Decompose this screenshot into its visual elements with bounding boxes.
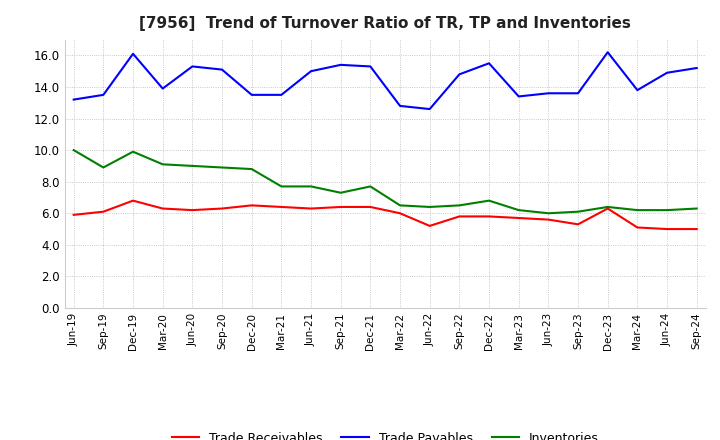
- Inventories: [307, 184, 315, 189]
- Trade Receivables: [307, 206, 315, 211]
- Inventories: [662, 208, 671, 213]
- Trade Payables: [603, 50, 612, 55]
- Trade Receivables: [603, 206, 612, 211]
- Inventories: [69, 147, 78, 153]
- Line: Inventories: Inventories: [73, 150, 697, 213]
- Inventories: [129, 149, 138, 154]
- Trade Payables: [69, 97, 78, 102]
- Trade Payables: [396, 103, 405, 109]
- Inventories: [544, 211, 553, 216]
- Trade Payables: [336, 62, 345, 67]
- Inventories: [158, 161, 167, 167]
- Trade Receivables: [455, 214, 464, 219]
- Inventories: [693, 206, 701, 211]
- Trade Payables: [426, 106, 434, 112]
- Trade Receivables: [574, 222, 582, 227]
- Line: Trade Payables: Trade Payables: [73, 52, 697, 109]
- Trade Receivables: [336, 204, 345, 209]
- Trade Receivables: [633, 225, 642, 230]
- Trade Payables: [544, 91, 553, 96]
- Trade Receivables: [662, 227, 671, 232]
- Inventories: [426, 204, 434, 209]
- Inventories: [396, 203, 405, 208]
- Trade Payables: [277, 92, 286, 98]
- Trade Receivables: [69, 212, 78, 217]
- Trade Receivables: [366, 204, 374, 209]
- Trade Receivables: [248, 203, 256, 208]
- Trade Receivables: [217, 206, 226, 211]
- Inventories: [603, 204, 612, 209]
- Trade Receivables: [129, 198, 138, 203]
- Trade Payables: [217, 67, 226, 72]
- Trade Payables: [158, 86, 167, 91]
- Inventories: [188, 163, 197, 169]
- Inventories: [217, 165, 226, 170]
- Inventories: [574, 209, 582, 214]
- Inventories: [366, 184, 374, 189]
- Trade Payables: [514, 94, 523, 99]
- Inventories: [248, 166, 256, 172]
- Trade Receivables: [158, 206, 167, 211]
- Trade Receivables: [514, 215, 523, 220]
- Trade Receivables: [188, 208, 197, 213]
- Trade Payables: [633, 88, 642, 93]
- Trade Receivables: [99, 209, 108, 214]
- Inventories: [633, 208, 642, 213]
- Inventories: [514, 208, 523, 213]
- Trade Payables: [574, 91, 582, 96]
- Trade Payables: [188, 64, 197, 69]
- Line: Trade Receivables: Trade Receivables: [73, 201, 697, 229]
- Trade Payables: [485, 61, 493, 66]
- Legend: Trade Receivables, Trade Payables, Inventories: Trade Receivables, Trade Payables, Inven…: [166, 427, 604, 440]
- Trade Payables: [662, 70, 671, 75]
- Inventories: [336, 190, 345, 195]
- Trade Payables: [129, 51, 138, 56]
- Trade Receivables: [277, 204, 286, 209]
- Inventories: [277, 184, 286, 189]
- Inventories: [455, 203, 464, 208]
- Trade Receivables: [396, 211, 405, 216]
- Inventories: [485, 198, 493, 203]
- Trade Receivables: [485, 214, 493, 219]
- Trade Receivables: [693, 227, 701, 232]
- Trade Receivables: [544, 217, 553, 222]
- Trade Payables: [693, 66, 701, 71]
- Trade Payables: [99, 92, 108, 98]
- Trade Receivables: [426, 223, 434, 228]
- Trade Payables: [455, 72, 464, 77]
- Inventories: [99, 165, 108, 170]
- Trade Payables: [366, 64, 374, 69]
- Title: [7956]  Trend of Turnover Ratio of TR, TP and Inventories: [7956] Trend of Turnover Ratio of TR, TP…: [139, 16, 631, 32]
- Trade Payables: [307, 69, 315, 74]
- Trade Payables: [248, 92, 256, 98]
